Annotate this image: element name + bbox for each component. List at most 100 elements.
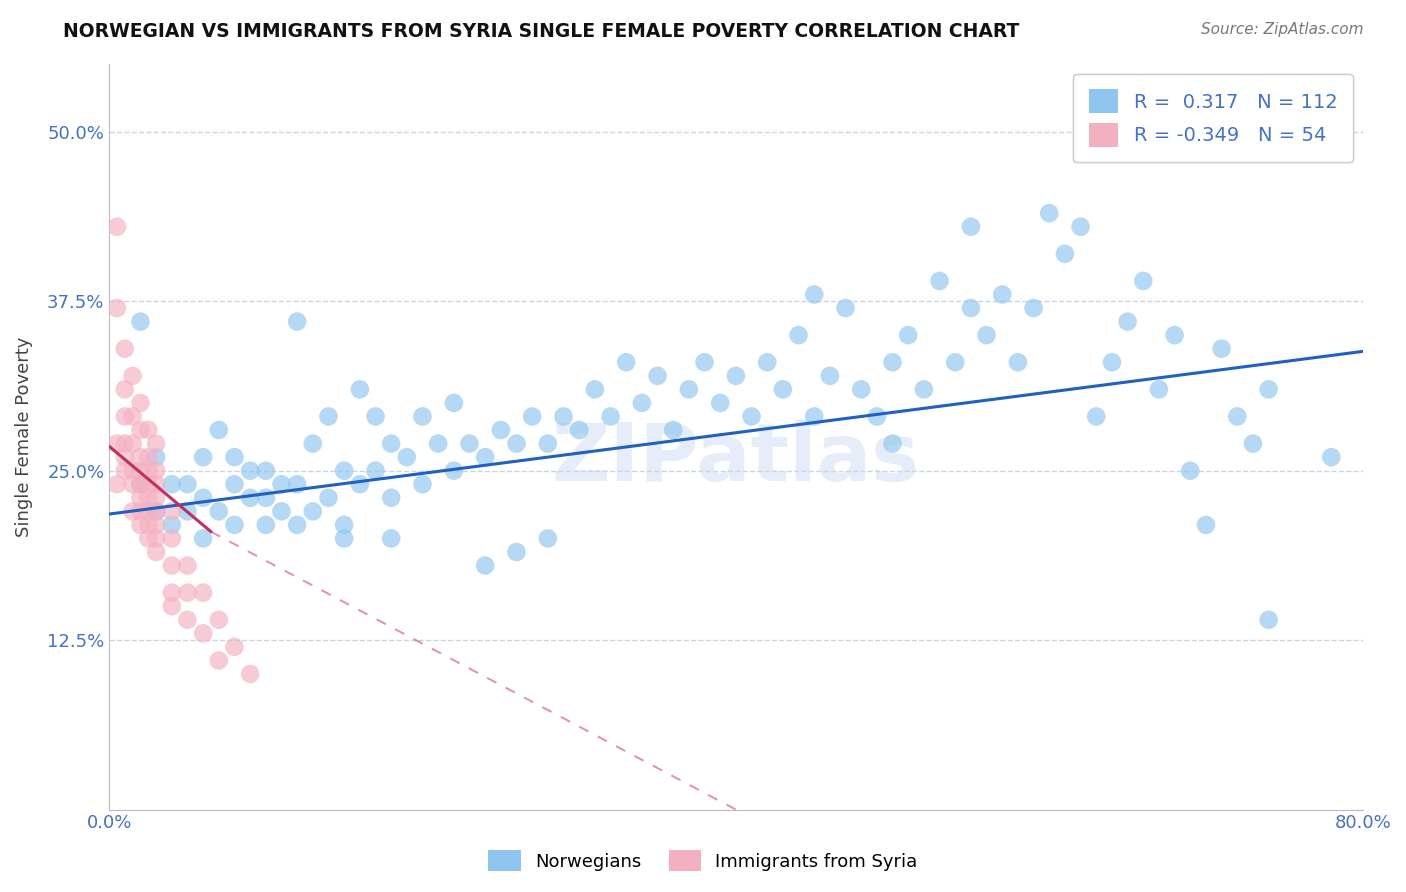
- Point: [239, 464, 262, 478]
- Point: [191, 491, 214, 505]
- Point: [960, 301, 983, 315]
- Point: [474, 558, 496, 573]
- Point: [145, 517, 167, 532]
- Point: [724, 368, 747, 383]
- Point: [285, 477, 308, 491]
- Point: [121, 477, 143, 491]
- Y-axis label: Single Female Poverty: Single Female Poverty: [15, 336, 32, 537]
- Point: [121, 464, 143, 478]
- Point: [380, 436, 402, 450]
- Point: [709, 396, 731, 410]
- Point: [1007, 355, 1029, 369]
- Point: [882, 355, 904, 369]
- Point: [756, 355, 779, 369]
- Point: [129, 477, 152, 491]
- Point: [1211, 342, 1233, 356]
- Point: [136, 450, 159, 464]
- Text: NORWEGIAN VS IMMIGRANTS FROM SYRIA SINGLE FEMALE POVERTY CORRELATION CHART: NORWEGIAN VS IMMIGRANTS FROM SYRIA SINGL…: [63, 22, 1019, 41]
- Legend: R =  0.317   N = 112, R = -0.349   N = 54: R = 0.317 N = 112, R = -0.349 N = 54: [1073, 74, 1353, 162]
- Point: [522, 409, 544, 424]
- Point: [121, 409, 143, 424]
- Point: [114, 409, 136, 424]
- Point: [333, 532, 356, 546]
- Point: [1226, 409, 1249, 424]
- Point: [114, 464, 136, 478]
- Point: [270, 504, 292, 518]
- Point: [176, 613, 198, 627]
- Point: [991, 287, 1014, 301]
- Point: [114, 383, 136, 397]
- Point: [301, 504, 323, 518]
- Point: [505, 545, 527, 559]
- Point: [224, 450, 246, 464]
- Point: [380, 532, 402, 546]
- Point: [364, 464, 387, 478]
- Point: [505, 436, 527, 450]
- Text: Source: ZipAtlas.com: Source: ZipAtlas.com: [1201, 22, 1364, 37]
- Point: [631, 396, 654, 410]
- Point: [772, 383, 794, 397]
- Point: [411, 409, 433, 424]
- Point: [301, 436, 323, 450]
- Point: [427, 436, 450, 450]
- Point: [443, 464, 465, 478]
- Point: [114, 436, 136, 450]
- Point: [191, 626, 214, 640]
- Point: [145, 532, 167, 546]
- Point: [380, 491, 402, 505]
- Point: [662, 423, 685, 437]
- Point: [1241, 436, 1264, 450]
- Point: [176, 558, 198, 573]
- Point: [105, 219, 128, 234]
- Point: [160, 585, 183, 599]
- Point: [1289, 112, 1312, 126]
- Point: [1070, 219, 1092, 234]
- Point: [129, 450, 152, 464]
- Point: [834, 301, 856, 315]
- Point: [224, 640, 246, 654]
- Point: [583, 383, 606, 397]
- Point: [208, 653, 231, 667]
- Point: [254, 464, 277, 478]
- Point: [145, 477, 167, 491]
- Point: [285, 517, 308, 532]
- Point: [136, 532, 159, 546]
- Point: [145, 464, 167, 478]
- Point: [693, 355, 716, 369]
- Point: [537, 532, 560, 546]
- Point: [1038, 206, 1060, 220]
- Point: [395, 450, 418, 464]
- Point: [129, 396, 152, 410]
- Point: [474, 450, 496, 464]
- Point: [1163, 328, 1185, 343]
- Point: [1116, 315, 1139, 329]
- Point: [1022, 301, 1045, 315]
- Point: [136, 491, 159, 505]
- Point: [1085, 409, 1108, 424]
- Point: [160, 599, 183, 614]
- Point: [1320, 450, 1343, 464]
- Point: [160, 558, 183, 573]
- Point: [614, 355, 637, 369]
- Point: [176, 477, 198, 491]
- Point: [1305, 97, 1327, 112]
- Point: [443, 396, 465, 410]
- Point: [1053, 247, 1076, 261]
- Point: [787, 328, 810, 343]
- Point: [1180, 464, 1202, 478]
- Point: [239, 491, 262, 505]
- Point: [191, 450, 214, 464]
- Point: [105, 477, 128, 491]
- Point: [489, 423, 512, 437]
- Point: [318, 409, 340, 424]
- Point: [818, 368, 841, 383]
- Point: [145, 436, 167, 450]
- Point: [318, 491, 340, 505]
- Point: [960, 219, 983, 234]
- Point: [866, 409, 889, 424]
- Point: [803, 287, 825, 301]
- Point: [121, 504, 143, 518]
- Point: [160, 517, 183, 532]
- Point: [121, 368, 143, 383]
- Point: [145, 450, 167, 464]
